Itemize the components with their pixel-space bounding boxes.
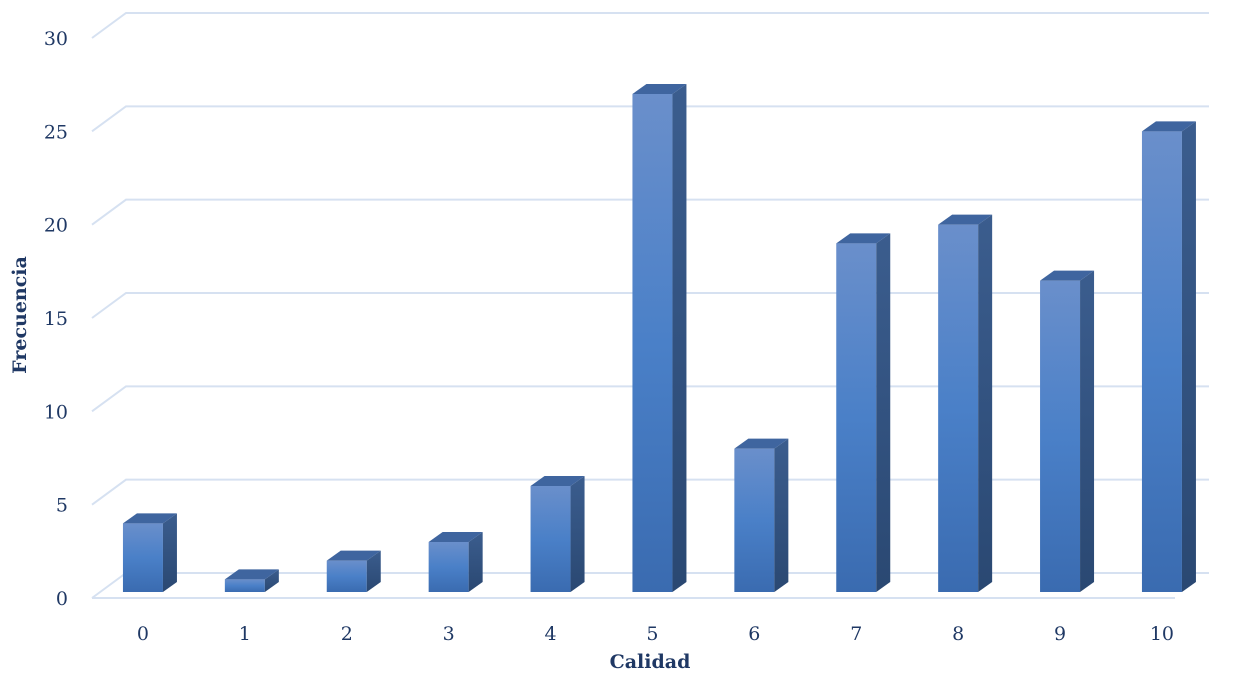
bar-side: [978, 214, 993, 592]
bar-top: [530, 476, 585, 486]
x-tick-label: 3: [443, 623, 455, 645]
y-tick-label: 5: [56, 495, 68, 517]
bar-top: [938, 214, 993, 225]
gridline: [91, 105, 1209, 133]
y-axis-label: Frecuencia: [9, 256, 31, 374]
bar-top: [734, 438, 789, 449]
bar: [122, 513, 177, 592]
gridlines: [91, 12, 1209, 599]
bar-side: [366, 550, 381, 592]
x-tick-label: 7: [850, 623, 862, 645]
y-tick-label: 0: [56, 588, 68, 610]
bar: [530, 476, 585, 592]
bar-front: [632, 94, 673, 592]
bar-front: [530, 486, 571, 592]
bar: [836, 233, 891, 593]
x-tick-label: 5: [646, 623, 658, 645]
bar: [632, 84, 687, 592]
bar-side: [162, 513, 177, 592]
bar-top: [326, 550, 381, 561]
bar-front: [1040, 280, 1081, 592]
bar-top: [428, 532, 483, 542]
x-axis-label: Calidad: [610, 651, 691, 673]
bar-front: [734, 448, 775, 592]
bar-front: [122, 523, 163, 592]
x-tick-label: 2: [341, 623, 353, 645]
bar-top: [1141, 121, 1196, 132]
bar: [938, 214, 993, 592]
y-tick-label: 20: [44, 215, 68, 237]
bar-side: [468, 532, 483, 592]
bar: [1040, 270, 1095, 592]
bar-front: [428, 542, 469, 592]
bar-side: [1080, 270, 1095, 592]
bar: [734, 438, 789, 592]
gridline: [91, 198, 1209, 226]
bar-side: [774, 438, 789, 592]
gridline: [91, 12, 1209, 39]
bar-front: [224, 579, 265, 592]
bar-side: [672, 84, 687, 592]
x-tick-label: 9: [1054, 623, 1066, 645]
x-tick-label: 4: [545, 623, 557, 645]
bar-top: [1040, 270, 1095, 281]
bar-side: [1181, 121, 1196, 592]
bar-front: [1141, 131, 1182, 593]
bar-front: [938, 224, 979, 592]
x-axis-ticks: 0 1 2 3 4 5 6 7 8 9 10: [137, 623, 1174, 645]
bar-top: [122, 513, 177, 524]
x-tick-label: 6: [748, 623, 760, 645]
bar: [428, 532, 483, 592]
y-tick-label: 30: [44, 28, 68, 50]
x-tick-label: 8: [952, 623, 964, 645]
bar-side: [264, 569, 279, 592]
bar-front: [836, 243, 877, 593]
x-tick-label: 10: [1150, 623, 1174, 645]
bar-top: [836, 233, 891, 244]
bar: [224, 569, 279, 592]
bar: [1141, 121, 1196, 593]
y-tick-label: 15: [44, 308, 68, 330]
x-tick-label: 0: [137, 623, 149, 645]
bar-side: [876, 233, 891, 593]
bar-top: [632, 84, 687, 94]
bars: [122, 84, 1196, 593]
x-tick-label: 1: [239, 623, 251, 645]
y-tick-label: 25: [44, 121, 68, 143]
bar: [326, 550, 381, 592]
bar-side: [570, 476, 585, 592]
bar-top: [224, 569, 279, 580]
y-tick-label: 10: [44, 401, 68, 423]
bar-front: [326, 560, 367, 592]
y-axis-ticks: 0 5 10 15 20 25 30: [44, 28, 68, 610]
